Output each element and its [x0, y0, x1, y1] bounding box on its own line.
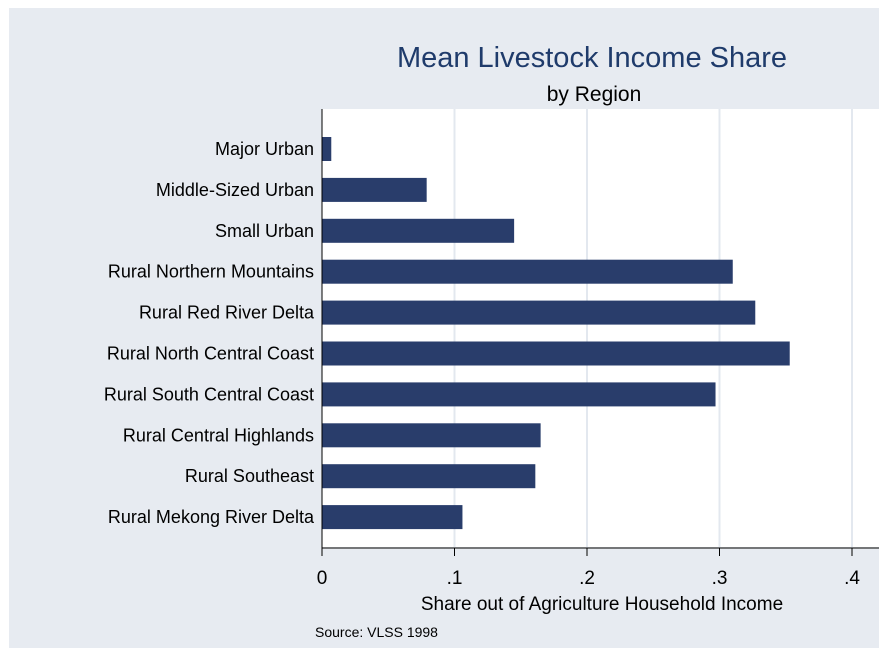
category-labels: Major Urban Middle-Sized Urban Small Urban…: [104, 139, 315, 527]
category-label: Rural Red River Delta: [139, 303, 315, 323]
bar: [322, 259, 733, 284]
category-label: Rural Southeast: [185, 466, 314, 486]
category-label: Major Urban: [215, 139, 314, 159]
x-tick-label: 0: [317, 568, 328, 589]
category-label: Rural North Central Coast: [107, 344, 314, 364]
category-label: Rural Northern Mountains: [108, 262, 314, 282]
x-axis-label: Share out of Agriculture Household Incom…: [421, 594, 783, 615]
chart-subtitle: by Region: [547, 83, 642, 106]
category-label: Rural South Central Coast: [104, 384, 314, 404]
bar: [322, 382, 716, 407]
bar: [322, 218, 515, 243]
chart-title: Mean Livestock Income Share: [397, 42, 787, 74]
bar: [322, 300, 756, 325]
bar: [322, 341, 790, 366]
category-label: Rural Central Highlands: [123, 425, 314, 445]
bars: [322, 137, 790, 530]
x-tick-label: .1: [447, 568, 463, 589]
bar: [322, 177, 427, 202]
category-label: Rural Mekong River Delta: [108, 507, 315, 527]
category-label: Small Urban: [215, 221, 314, 241]
category-label: Middle-Sized Urban: [156, 180, 314, 200]
source-note: Source: VLSS 1998: [315, 624, 438, 640]
x-axis-ticks: 0 .1 .2 .3 .4: [317, 548, 860, 589]
x-tick-label: .2: [579, 568, 595, 589]
bar: [322, 505, 463, 530]
bar: [322, 464, 536, 489]
bar: [322, 137, 332, 161]
bar: [322, 423, 541, 448]
x-tick-label: .3: [712, 568, 728, 589]
x-tick-label: .4: [844, 568, 860, 589]
